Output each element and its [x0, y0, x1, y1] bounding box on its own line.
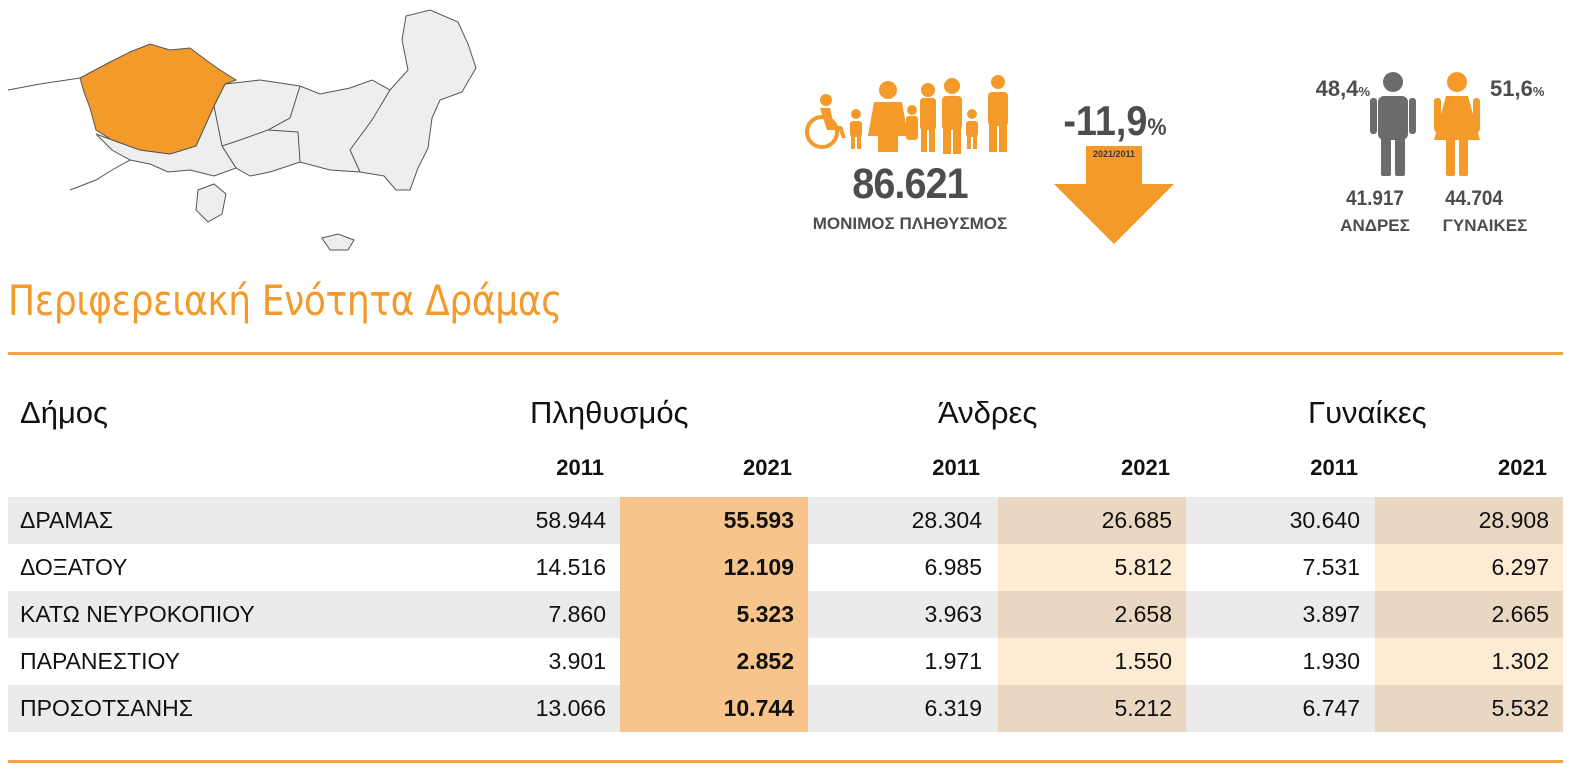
pop-2011: 3.901 — [548, 648, 606, 674]
men-2011: 3.963 — [924, 601, 982, 627]
municipality-name: ΔΟΞΑΤΟΥ — [20, 554, 128, 580]
population-value: 86.621 — [852, 160, 968, 208]
female-pct-value: 51,6 — [1490, 76, 1533, 101]
men-2011: 28.304 — [911, 507, 982, 533]
year-header: 2011 — [932, 455, 980, 480]
men-2011: 6.985 — [924, 554, 982, 580]
female-count: 44.704 — [1445, 187, 1503, 210]
male-label: ΑΝΔΡΕΣ — [1340, 216, 1410, 235]
header-municipality: Δήμος — [20, 395, 108, 430]
table-year-header: 2011 2021 2011 2021 2011 2021 — [8, 447, 1563, 497]
pop-2011: 14.516 — [535, 554, 606, 580]
change-period: 2021/2011 — [1092, 149, 1136, 159]
men-2011: 1.971 — [924, 648, 982, 674]
male-count: 41.917 — [1346, 187, 1404, 210]
women-2011: 6.747 — [1302, 695, 1360, 721]
male-icon — [1370, 72, 1416, 176]
table-row: ΔΟΞΑΤΟΥ 14.516 12.109 6.985 5.812 7.531 … — [8, 544, 1563, 591]
region-map — [7, 9, 477, 251]
change-number: -11,9 — [1063, 97, 1148, 144]
year-header: 2011 — [556, 455, 604, 480]
women-2011: 7.531 — [1302, 554, 1360, 580]
women-2011: 30.640 — [1289, 507, 1360, 533]
header-men: Άνδρες — [938, 395, 1038, 430]
year-header: 2021 — [743, 455, 792, 480]
table-row: ΠΡΟΣΟΤΣΑΝΗΣ 13.066 10.744 6.319 5.212 6.… — [8, 685, 1563, 732]
pop-2021: 12.109 — [620, 544, 808, 591]
down-arrow-icon — [1054, 146, 1174, 244]
year-header: 2021 — [1498, 455, 1547, 480]
women-2011: 3.897 — [1302, 601, 1360, 627]
men-2021: 5.212 — [998, 685, 1186, 732]
pop-2021: 2.852 — [620, 638, 808, 685]
pop-2021: 10.744 — [620, 685, 808, 732]
year-header: 2011 — [1310, 455, 1358, 480]
men-2021: 26.685 — [998, 497, 1186, 544]
pop-2011: 58.944 — [535, 507, 606, 533]
women-2021: 2.665 — [1375, 591, 1563, 638]
female-pct-sign: % — [1532, 84, 1545, 99]
pop-2011: 7.860 — [548, 601, 606, 627]
change-unit: % — [1147, 114, 1167, 141]
table-row: ΚΑΤΩ ΝΕΥΡΟΚΟΠΙΟΥ 7.860 5.323 3.963 2.658… — [8, 591, 1563, 638]
municipality-name: ΔΡΑΜΑΣ — [20, 507, 114, 533]
municipality-name: ΠΡΟΣΟΤΣΑΝΗΣ — [20, 695, 193, 721]
male-pct-sign: % — [1358, 84, 1370, 99]
female-icon — [1434, 72, 1480, 176]
header-women: Γυναίκες — [1308, 395, 1427, 430]
municipality-name: ΠΑΡΑΝΕΣΤΙΟΥ — [20, 648, 181, 674]
page-title: Περιφερειακή Ενότητα Δράμας — [8, 276, 562, 325]
men-2011: 6.319 — [924, 695, 982, 721]
population-table: Δήμος Πληθυσμός Άνδρες Γυναίκες 2011 202… — [8, 385, 1563, 732]
pop-2021: 55.593 — [620, 497, 808, 544]
female-label: ΓΥΝΑΙΚΕΣ — [1442, 216, 1528, 235]
header-population: Πληθυσμός — [530, 395, 689, 430]
people-group-icon — [805, 75, 1008, 154]
table-row: ΠΑΡΑΝΕΣΤΙΟΥ 3.901 2.852 1.971 1.550 1.93… — [8, 638, 1563, 685]
municipality-name: ΚΑΤΩ ΝΕΥΡΟΚΟΠΙΟΥ — [20, 601, 255, 627]
pop-2021: 5.323 — [620, 591, 808, 638]
male-pct-value: 48,4 — [1315, 76, 1359, 101]
male-percentage: 48,4% — [1300, 76, 1370, 102]
map-island-thasos — [195, 183, 227, 223]
table-group-header: Δήμος Πληθυσμός Άνδρες Γυναίκες — [8, 385, 1563, 447]
men-2021: 5.812 — [998, 544, 1186, 591]
divider-top — [8, 352, 1563, 355]
pop-2011: 13.066 — [535, 695, 606, 721]
population-change: -11,9% — [1057, 97, 1174, 145]
map-drama-highlight — [79, 43, 238, 155]
men-2021: 2.658 — [998, 591, 1186, 638]
men-2021: 1.550 — [998, 638, 1186, 685]
women-2021: 28.908 — [1375, 497, 1563, 544]
women-2021: 1.302 — [1375, 638, 1563, 685]
women-2021: 5.532 — [1375, 685, 1563, 732]
year-header: 2021 — [1121, 455, 1170, 480]
female-percentage: 51,6% — [1490, 76, 1560, 102]
women-2011: 1.930 — [1302, 648, 1360, 674]
table-row: ΔΡΑΜΑΣ 58.944 55.593 28.304 26.685 30.64… — [8, 497, 1563, 544]
map-island-samothrace — [321, 233, 355, 251]
map-region-east — [209, 9, 477, 191]
population-caption: ΜΟΝΙΜΟΣ ΠΛΗΘΥΣΜΟΣ — [812, 214, 1008, 233]
divider-bottom — [8, 760, 1563, 763]
women-2021: 6.297 — [1375, 544, 1563, 591]
